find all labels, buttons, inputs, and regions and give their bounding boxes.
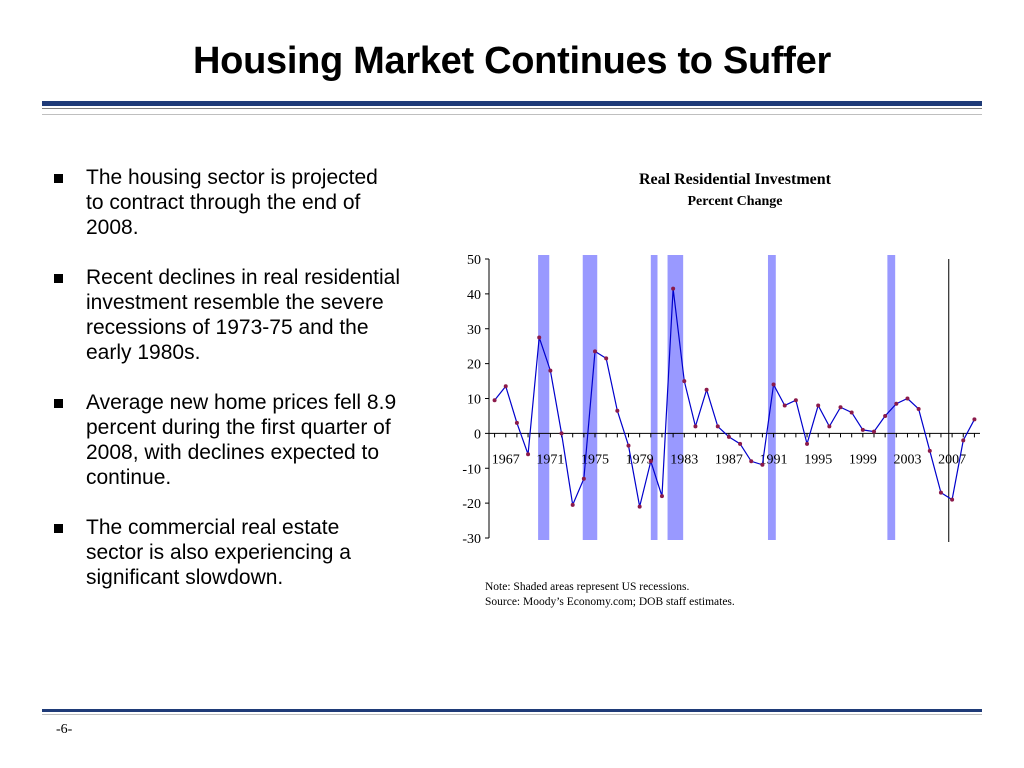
data-point [514,420,519,425]
data-point [827,424,832,429]
data-point [593,349,598,354]
data-point [782,403,787,408]
y-tick-label: 50 [467,253,481,268]
data-point [849,410,854,415]
y-tick-label: -20 [462,497,481,512]
x-tick-label: 1979 [626,452,654,467]
footer-rule [42,709,982,712]
data-point [693,424,698,429]
y-tick-label: -30 [462,532,481,547]
source-line: Source: Moody’s Economy.com; DOB staff e… [485,596,735,608]
data-point [749,459,754,464]
data-point [581,476,586,481]
data-point [704,387,709,392]
bullet-square-icon [54,524,63,533]
x-tick-label: 1971 [536,452,564,467]
data-point [950,497,955,502]
data-point [526,452,531,457]
data-point [537,335,542,340]
data-point [871,429,876,434]
data-point [682,379,687,384]
data-point [671,286,676,291]
data-point [559,431,564,436]
recession-shade [667,255,684,540]
y-tick-label: 20 [467,358,481,373]
data-point [492,398,497,403]
line-chart: 50 40 30 20 10 0 -10 -20 -30 1967 1971 1975 1979 1983… [462,253,980,547]
bullet-item: The commercial real estate sector is als… [50,515,400,590]
recession-shade [650,255,658,540]
x-tick-label: 1967 [492,452,520,467]
chart-note: Note: Shaded areas represent US recessio… [485,580,735,610]
data-point [726,434,731,439]
recession-shade [582,255,598,540]
header-rule [42,101,982,106]
bullet-list: The housing sector is projected to contr… [50,165,400,615]
bullet-text: The housing sector is projected to contr… [86,166,378,239]
data-point [805,441,810,446]
bullet-square-icon [54,399,63,408]
data-point [961,438,966,443]
data-point [816,403,821,408]
data-point [793,398,798,403]
y-tick-label: -10 [462,462,481,477]
bullet-text: The commercial real estate sector is als… [86,516,351,589]
x-tick-label: 1987 [715,452,743,467]
recession-shade [538,255,550,540]
bullet-square-icon [54,174,63,183]
data-point [503,384,508,389]
data-point [972,417,977,422]
x-tick-label: 2007 [938,452,966,467]
data-point [771,382,776,387]
x-tick-label: 1999 [849,452,877,467]
slide-title: Housing Market Continues to Suffer [193,40,831,82]
data-point [548,368,553,373]
bullet-square-icon [54,274,63,283]
data-point [938,490,943,495]
data-point [659,494,664,499]
header-rule-thin-light [42,114,982,115]
data-point [615,408,620,413]
note-line: Note: Shaded areas represent US recessio… [485,581,690,593]
header-rule-thin [42,108,982,109]
data-point [637,504,642,509]
series-line [494,288,975,508]
page-number: -6- [56,722,73,737]
data-point [883,413,888,418]
data-point [760,462,765,467]
y-tick-label: 0 [474,427,481,442]
data-point [916,406,921,411]
chart-subtitle: Percent Change [687,194,783,209]
data-point [570,502,575,507]
data-point [838,405,843,410]
bullet-text: Average new home prices fell 8.9 percent… [86,391,397,489]
data-point [905,396,910,401]
bullet-text: Recent declines in real residential inve… [86,266,401,364]
data-point [894,401,899,406]
y-tick-label: 10 [467,393,481,408]
data-point [738,441,743,446]
x-tick-label: 1995 [804,452,832,467]
data-point [860,427,865,432]
x-tick-label: 1975 [581,452,609,467]
chart-title: Real Residential Investment [639,171,831,188]
data-point [927,448,932,453]
data-point [626,443,631,448]
footer-rule-thin [42,714,982,715]
bullet-item: The housing sector is projected to contr… [50,165,400,240]
data-point [604,356,609,361]
data-point [715,424,720,429]
y-tick-label: 30 [467,323,481,338]
x-tick-label: 2003 [893,452,921,467]
recession-shade [887,255,896,540]
x-tick-label: 1983 [670,452,698,467]
y-tick-label: 40 [467,288,481,303]
x-tick-label: 1991 [760,452,788,467]
data-point [648,459,653,464]
bullet-item: Recent declines in real residential inve… [50,265,400,365]
bullet-item: Average new home prices fell 8.9 percent… [50,390,400,490]
